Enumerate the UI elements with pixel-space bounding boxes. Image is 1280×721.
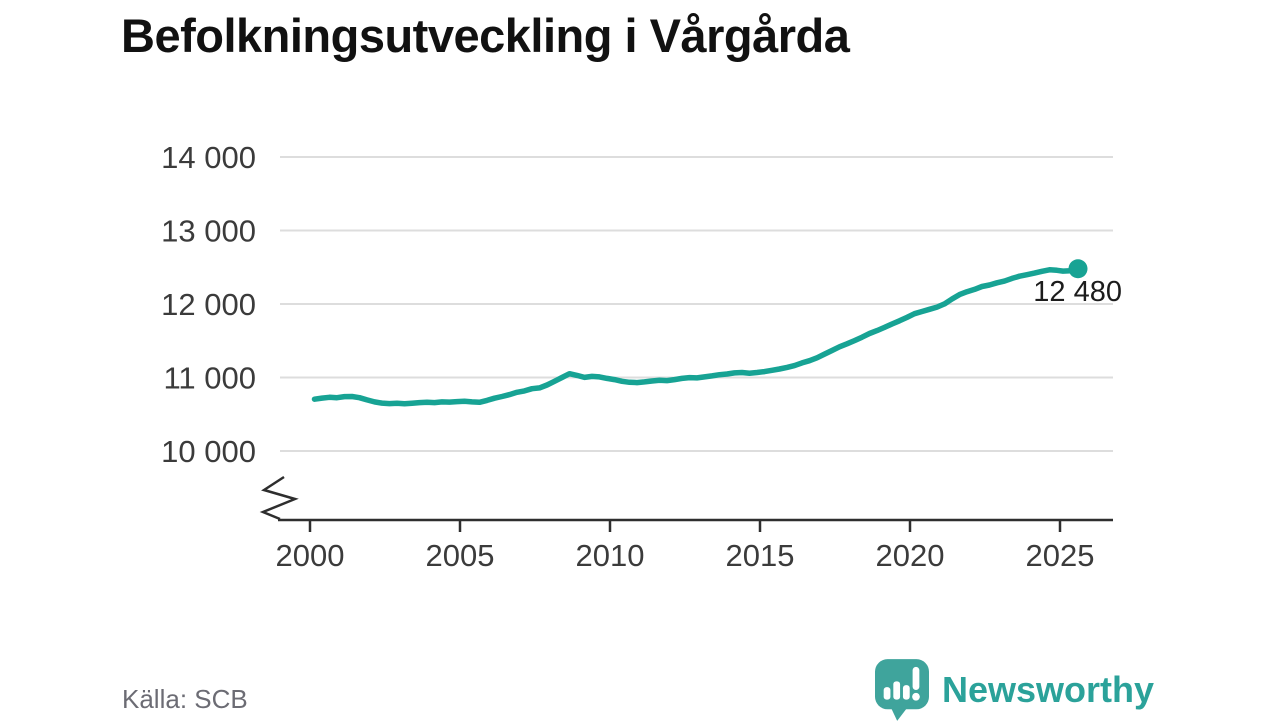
last-value-dot	[1068, 259, 1088, 279]
source-caption: Källa: SCB	[122, 684, 248, 714]
newsworthy-chart-bubble-icon	[874, 659, 929, 721]
x-tick-label: 2000	[276, 538, 345, 573]
newsworthy-logo: Newsworthy	[874, 659, 1154, 721]
population-line	[311, 265, 1081, 407]
x-tick-label: 2020	[876, 538, 945, 573]
page-title: Befolkningsutveckling i Vårgårda	[121, 9, 850, 62]
y-tick-label: 12 000	[161, 287, 256, 322]
x-tick-label: 2015	[726, 538, 795, 573]
y-tick-label: 10 000	[161, 434, 256, 469]
x-tick-label: 2010	[576, 538, 645, 573]
x-tick-label: 2025	[1026, 538, 1095, 573]
y-tick-label: 13 000	[161, 214, 256, 249]
axis-break-icon	[259, 475, 299, 521]
y-tick-label: 14 000	[161, 140, 256, 175]
x-tick-label: 2005	[426, 538, 495, 573]
last-value-label: 12 480	[1033, 276, 1122, 308]
y-tick-label: 11 000	[163, 361, 256, 396]
brand-name: Newsworthy	[941, 669, 1154, 710]
